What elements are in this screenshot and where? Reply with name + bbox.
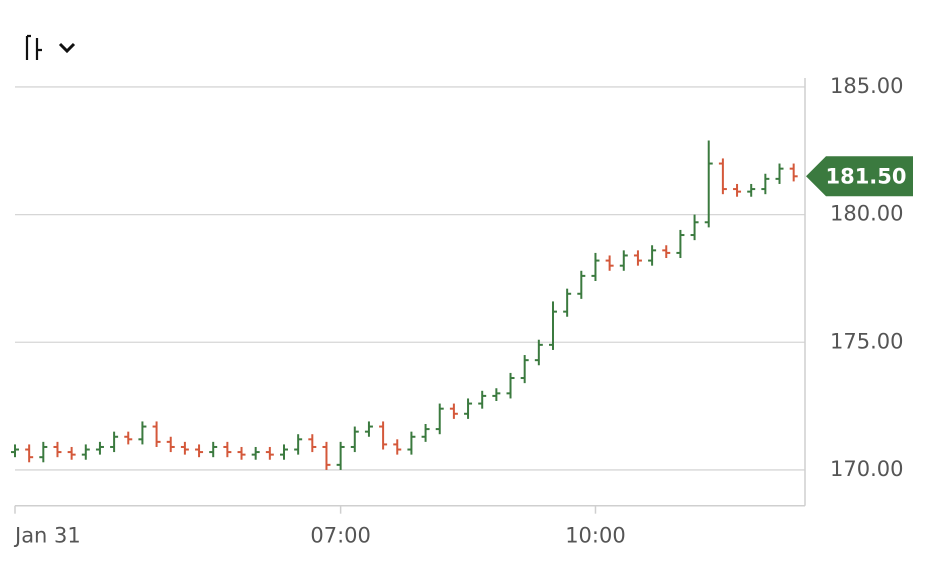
y-tick-label: 170.00 bbox=[830, 457, 903, 481]
chart-type-button[interactable] bbox=[25, 34, 76, 60]
y-tick-label: 180.00 bbox=[830, 202, 903, 226]
x-tick-label: 10:00 bbox=[565, 524, 626, 548]
bar-chart-icon[interactable] bbox=[25, 34, 42, 60]
x-tick-label: 07:00 bbox=[310, 524, 371, 548]
y-tick-label: 185.00 bbox=[830, 74, 903, 98]
last-price-tag bbox=[806, 156, 913, 197]
last-price-label: 181.50 bbox=[825, 164, 906, 188]
chevron[interactable] bbox=[58, 42, 76, 54]
x-tick-label: Jan 31 bbox=[13, 524, 81, 548]
y-tick-label: 175.00 bbox=[830, 329, 903, 353]
